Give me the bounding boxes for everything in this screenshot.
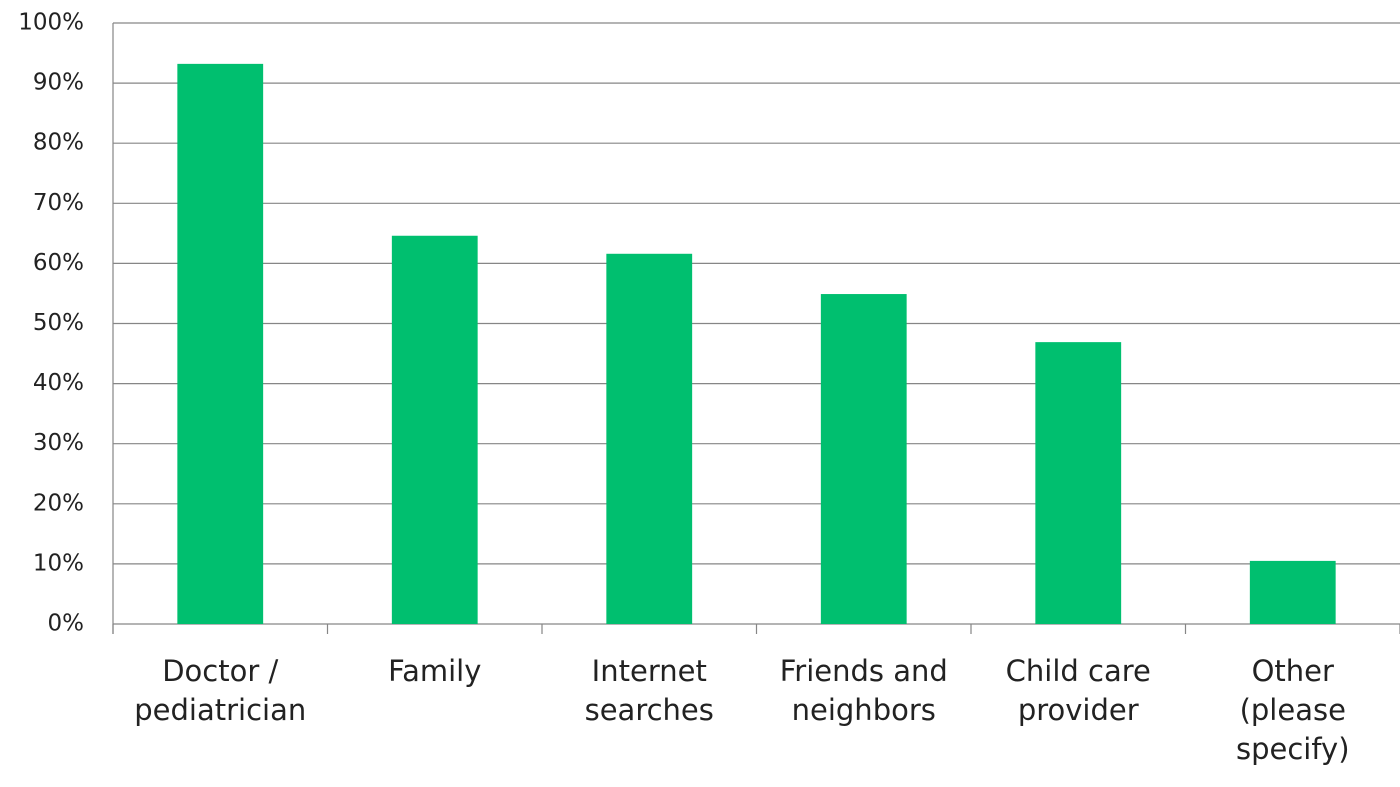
- y-tick-label: 10%: [33, 550, 84, 576]
- y-tick-label: 20%: [33, 490, 84, 516]
- bar: [1035, 342, 1122, 624]
- bar: [391, 235, 478, 624]
- x-tick-label: Other (please specify): [1235, 654, 1350, 766]
- y-tick-label: 100%: [18, 10, 84, 36]
- bar: [606, 253, 693, 624]
- x-tick-label: Internet searches: [584, 654, 714, 727]
- x-tick-label: Doctor / pediatrician: [134, 654, 307, 727]
- y-tick-label: 40%: [33, 370, 84, 396]
- y-tick-label: 70%: [33, 190, 84, 216]
- x-tick-label: Friends and neighbors: [779, 654, 948, 727]
- x-tick-label: Child care provider: [1005, 654, 1151, 727]
- y-tick-label: 50%: [33, 310, 84, 336]
- x-tick-label: Family: [388, 654, 482, 688]
- y-tick-label: 0%: [48, 611, 85, 637]
- bar: [177, 63, 264, 625]
- y-tick-label: 80%: [33, 130, 84, 156]
- y-tick-label: 60%: [33, 250, 84, 276]
- bar: [820, 294, 907, 624]
- y-tick-label: 90%: [33, 70, 84, 96]
- bar: [1249, 560, 1336, 624]
- y-tick-label: 30%: [33, 430, 84, 456]
